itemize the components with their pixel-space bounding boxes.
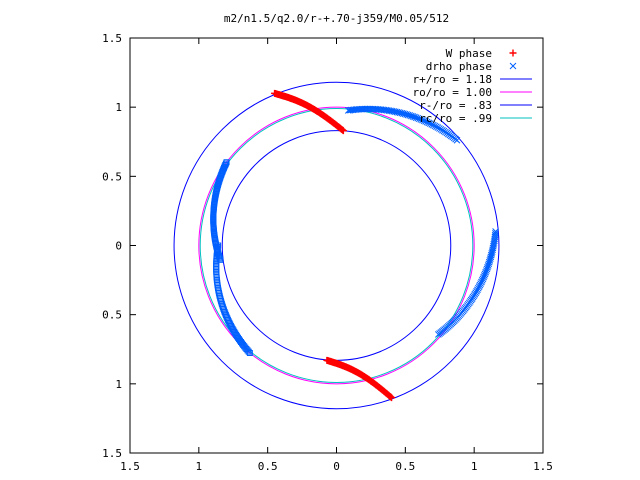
drho-phase-point	[492, 228, 499, 235]
drho-phase-point	[213, 265, 220, 272]
drho-phase-point	[213, 270, 220, 277]
w-phase-point	[339, 127, 347, 135]
x-tick-label: 1	[196, 460, 203, 473]
drho-phase-point	[245, 348, 252, 355]
w-phase-point	[388, 394, 396, 402]
drho-phase-point	[213, 269, 220, 276]
legend-label: r-/ro = .83	[419, 99, 492, 112]
legend-label: ro/ro = 1.00	[413, 86, 492, 99]
circle-2	[221, 130, 452, 361]
legend-label: W phase	[446, 47, 492, 60]
y-tick-label: 0	[115, 240, 122, 253]
x-tick-label: 0.5	[395, 460, 415, 473]
y-tick-label: 1.5	[102, 447, 122, 460]
drho-phase-point	[346, 106, 354, 114]
x-tick-label: 0	[333, 460, 340, 473]
x-tick-label: 0.5	[258, 460, 278, 473]
circle-3	[199, 108, 474, 383]
legend-label: drho phase	[426, 60, 492, 73]
drho-phase-point	[213, 267, 220, 274]
drho-phase-point	[246, 350, 253, 357]
circle-0	[173, 81, 500, 410]
y-tick-label: 0.5	[102, 170, 122, 183]
x-tick-label: 1.5	[533, 460, 553, 473]
legend-label: rc/ro = .99	[419, 112, 492, 125]
y-tick-label: 1.5	[102, 32, 122, 45]
legend-label: r+/ro = 1.18	[413, 73, 492, 86]
x-tick-label: 1	[471, 460, 478, 473]
drho-phase-point	[492, 230, 499, 237]
y-tick-label: 0.5	[102, 309, 122, 322]
drho-phase-point	[344, 107, 352, 114]
y-tick-label: 1	[115, 378, 122, 391]
y-tick-label: 1	[115, 101, 122, 114]
w-phase-point	[509, 49, 517, 57]
chart-title: m2/n1.5/q2.0/r-+.70-j359/M0.05/512	[224, 12, 449, 25]
drho-phase-point	[509, 62, 517, 70]
x-tick-label: 1.5	[120, 460, 140, 473]
drho-phase-point	[474, 284, 482, 292]
circle-1	[198, 106, 475, 385]
